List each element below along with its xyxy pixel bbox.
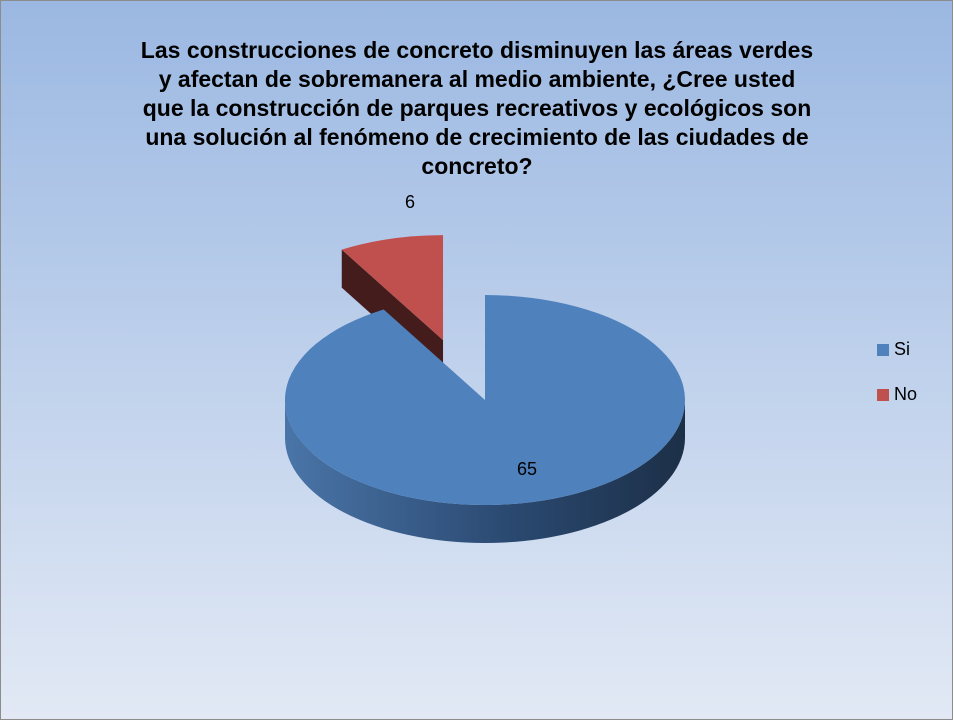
data-label: 6: [405, 192, 415, 212]
legend-label: Si: [894, 339, 910, 359]
data-label: 65: [517, 459, 537, 479]
legend-swatch: [877, 389, 889, 401]
chart-title: Las construcciones de concreto disminuye…: [140, 37, 814, 179]
legend-swatch: [877, 344, 889, 356]
legend-label: No: [894, 384, 917, 404]
slice-side: [285, 400, 685, 543]
slice: [285, 295, 686, 506]
slice: [341, 235, 444, 341]
